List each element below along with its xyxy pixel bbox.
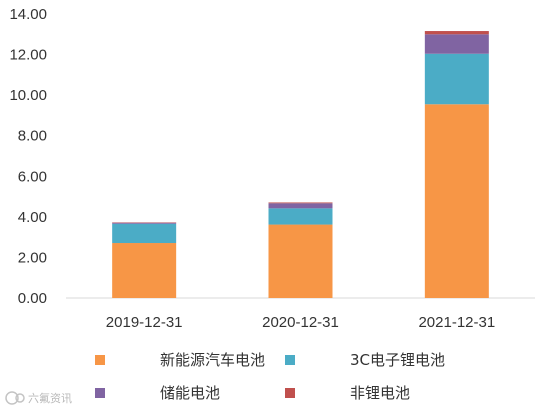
legend-label: 非锂电池 [350, 384, 410, 402]
x-tick-label: 2019-12-31 [106, 314, 183, 331]
y-tick-label: 12.00 [9, 47, 47, 64]
bar-segment [424, 53, 489, 105]
y-tick-label: 14.00 [9, 6, 47, 23]
bar-segment [112, 243, 177, 298]
y-tick-label: 8.00 [18, 128, 47, 145]
legend-marker [95, 355, 105, 365]
x-axis-tick-labels: 2019-12-31 2020-12-31 2021-12-31 [106, 314, 495, 331]
bar-segment [424, 34, 489, 54]
watermark: 六氟资讯 [5, 391, 72, 405]
legend-marker [285, 355, 295, 365]
watermark-text: 六氟资讯 [28, 392, 72, 405]
legend-marker [95, 388, 105, 398]
bar-segment [424, 31, 489, 35]
bar-segment [268, 208, 333, 225]
legend-label: 储能电池 [160, 384, 220, 402]
x-tick-label: 2020-12-31 [262, 314, 339, 331]
y-axis-tick-labels: 0.00 2.00 4.00 6.00 8.00 10.00 12.00 14.00 [9, 6, 47, 307]
bar-group [112, 31, 489, 299]
y-tick-label: 10.00 [9, 87, 47, 104]
legend-marker [285, 388, 295, 398]
bar-segment [268, 224, 333, 298]
bar-segment [112, 222, 177, 224]
legend-label: 3C电子锂电池 [350, 351, 445, 369]
y-tick-label: 4.00 [18, 209, 47, 226]
y-tick-label: 2.00 [18, 249, 47, 266]
bar-segment [268, 203, 333, 209]
logo-icon [5, 391, 25, 405]
bar-segment [268, 202, 333, 204]
bar-segment [112, 223, 177, 244]
y-tick-label: 0.00 [18, 290, 47, 307]
legend-label: 新能源汽车电池 [160, 351, 265, 369]
y-tick-label: 6.00 [18, 168, 47, 185]
bar-segment [424, 104, 489, 299]
x-tick-label: 2021-12-31 [418, 314, 495, 331]
